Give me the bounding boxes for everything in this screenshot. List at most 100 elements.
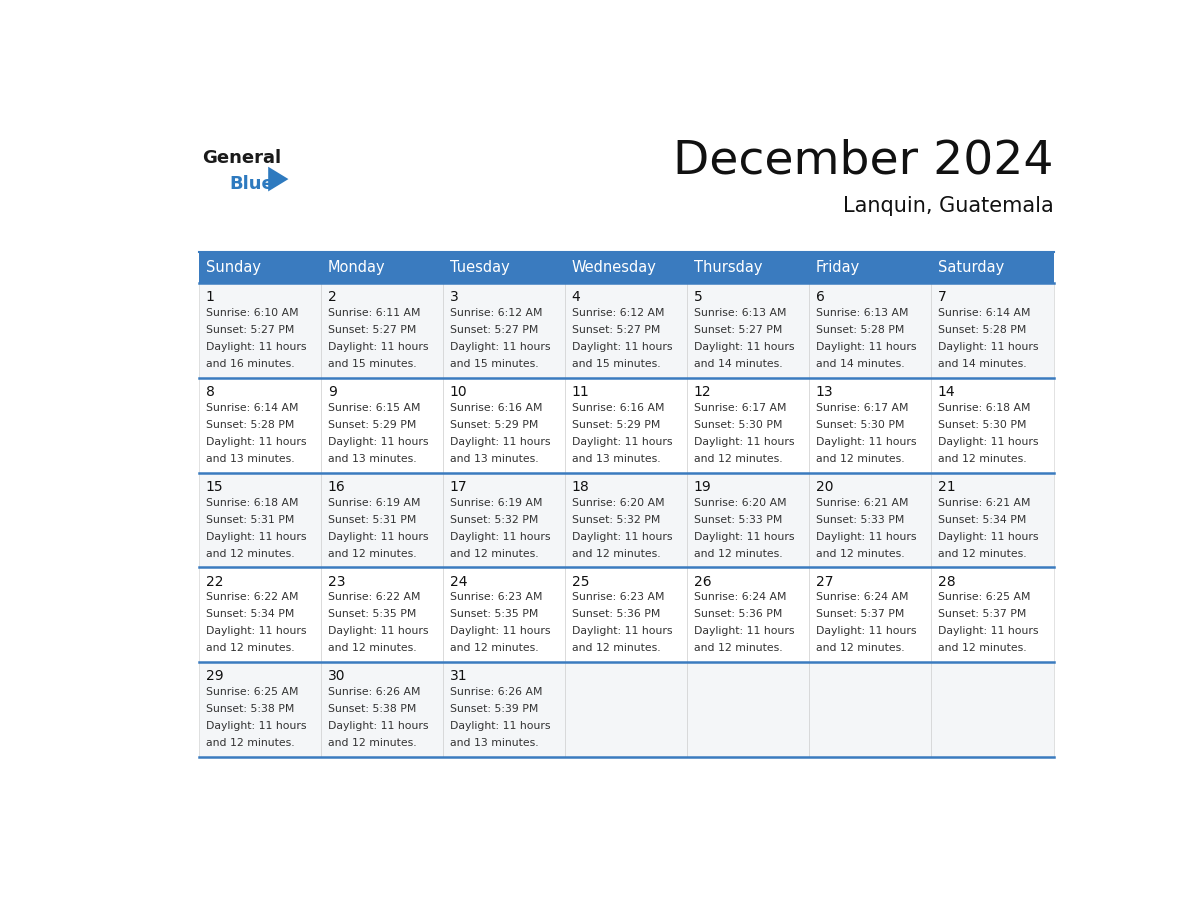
Text: Sunrise: 6:25 AM: Sunrise: 6:25 AM — [939, 592, 1030, 602]
Bar — [565, 252, 688, 284]
Text: 11: 11 — [571, 386, 589, 399]
Text: Sunrise: 6:17 AM: Sunrise: 6:17 AM — [816, 403, 909, 413]
Text: Daylight: 11 hours: Daylight: 11 hours — [571, 626, 672, 636]
Text: Daylight: 11 hours: Daylight: 11 hours — [571, 342, 672, 353]
Text: and 12 minutes.: and 12 minutes. — [694, 453, 783, 464]
Text: Sunrise: 6:20 AM: Sunrise: 6:20 AM — [571, 498, 664, 508]
Text: 25: 25 — [571, 575, 589, 588]
Text: Daylight: 11 hours: Daylight: 11 hours — [328, 342, 428, 353]
Text: and 12 minutes.: and 12 minutes. — [939, 644, 1026, 654]
Text: Sunset: 5:31 PM: Sunset: 5:31 PM — [206, 515, 293, 524]
Text: Sunrise: 6:16 AM: Sunrise: 6:16 AM — [450, 403, 542, 413]
Text: 30: 30 — [328, 669, 346, 683]
Text: and 14 minutes.: and 14 minutes. — [939, 359, 1026, 369]
Text: General: General — [202, 149, 282, 167]
Text: and 12 minutes.: and 12 minutes. — [450, 644, 538, 654]
Text: 18: 18 — [571, 480, 589, 494]
Bar — [200, 378, 321, 473]
Text: Tuesday: Tuesday — [450, 260, 510, 274]
Text: Sunset: 5:28 PM: Sunset: 5:28 PM — [816, 325, 904, 335]
Bar — [931, 473, 1054, 567]
Text: 26: 26 — [694, 575, 712, 588]
Text: and 12 minutes.: and 12 minutes. — [328, 738, 416, 748]
Text: Sunrise: 6:13 AM: Sunrise: 6:13 AM — [816, 308, 909, 319]
Text: Sunset: 5:30 PM: Sunset: 5:30 PM — [939, 420, 1026, 430]
Text: Blue: Blue — [229, 174, 274, 193]
Bar — [321, 473, 443, 567]
Text: Sunset: 5:38 PM: Sunset: 5:38 PM — [328, 704, 416, 714]
Text: Sunset: 5:29 PM: Sunset: 5:29 PM — [450, 420, 538, 430]
Text: 15: 15 — [206, 480, 223, 494]
Text: 21: 21 — [939, 480, 955, 494]
Text: Sunrise: 6:21 AM: Sunrise: 6:21 AM — [939, 498, 1030, 508]
Text: 5: 5 — [694, 290, 702, 305]
Text: Daylight: 11 hours: Daylight: 11 hours — [328, 532, 428, 542]
Text: Sunset: 5:37 PM: Sunset: 5:37 PM — [939, 610, 1026, 620]
Text: and 13 minutes.: and 13 minutes. — [450, 453, 538, 464]
Text: Sunset: 5:28 PM: Sunset: 5:28 PM — [939, 325, 1026, 335]
Text: Monday: Monday — [328, 260, 385, 274]
Text: Sunset: 5:34 PM: Sunset: 5:34 PM — [939, 515, 1026, 524]
Bar — [931, 252, 1054, 284]
Text: Sunrise: 6:19 AM: Sunrise: 6:19 AM — [328, 498, 421, 508]
Text: 9: 9 — [328, 386, 336, 399]
Text: 6: 6 — [816, 290, 824, 305]
Bar — [200, 473, 321, 567]
Text: Daylight: 11 hours: Daylight: 11 hours — [816, 532, 916, 542]
Text: Saturday: Saturday — [939, 260, 1004, 274]
Text: Daylight: 11 hours: Daylight: 11 hours — [450, 342, 550, 353]
Text: Sunrise: 6:17 AM: Sunrise: 6:17 AM — [694, 403, 786, 413]
Text: Daylight: 11 hours: Daylight: 11 hours — [571, 437, 672, 447]
Text: Sunrise: 6:26 AM: Sunrise: 6:26 AM — [450, 687, 542, 697]
Text: Daylight: 11 hours: Daylight: 11 hours — [816, 342, 916, 353]
Text: Sunset: 5:35 PM: Sunset: 5:35 PM — [450, 610, 538, 620]
Polygon shape — [268, 167, 289, 192]
Text: Sunset: 5:38 PM: Sunset: 5:38 PM — [206, 704, 293, 714]
Text: Daylight: 11 hours: Daylight: 11 hours — [939, 437, 1038, 447]
Bar — [809, 378, 931, 473]
Bar — [565, 378, 688, 473]
Text: Sunrise: 6:26 AM: Sunrise: 6:26 AM — [328, 687, 421, 697]
Text: and 12 minutes.: and 12 minutes. — [206, 549, 295, 558]
Bar — [321, 284, 443, 378]
Text: Daylight: 11 hours: Daylight: 11 hours — [694, 342, 795, 353]
Text: Sunday: Sunday — [206, 260, 260, 274]
Text: and 12 minutes.: and 12 minutes. — [571, 549, 661, 558]
Text: Daylight: 11 hours: Daylight: 11 hours — [939, 532, 1038, 542]
Bar — [931, 662, 1054, 757]
Text: Sunset: 5:39 PM: Sunset: 5:39 PM — [450, 704, 538, 714]
Text: Sunset: 5:32 PM: Sunset: 5:32 PM — [450, 515, 538, 524]
Text: and 12 minutes.: and 12 minutes. — [939, 549, 1026, 558]
Text: December 2024: December 2024 — [674, 139, 1054, 184]
Text: Sunset: 5:27 PM: Sunset: 5:27 PM — [206, 325, 293, 335]
Text: and 12 minutes.: and 12 minutes. — [206, 644, 295, 654]
Text: Sunset: 5:34 PM: Sunset: 5:34 PM — [206, 610, 293, 620]
Text: and 13 minutes.: and 13 minutes. — [328, 453, 416, 464]
Bar — [200, 252, 321, 284]
Text: Lanquin, Guatemala: Lanquin, Guatemala — [842, 196, 1054, 217]
Text: 29: 29 — [206, 669, 223, 683]
Text: and 12 minutes.: and 12 minutes. — [816, 644, 904, 654]
Text: Sunset: 5:30 PM: Sunset: 5:30 PM — [694, 420, 783, 430]
Text: Sunrise: 6:21 AM: Sunrise: 6:21 AM — [816, 498, 909, 508]
Text: and 12 minutes.: and 12 minutes. — [694, 549, 783, 558]
Bar — [809, 473, 931, 567]
Text: and 12 minutes.: and 12 minutes. — [450, 549, 538, 558]
Text: Sunset: 5:27 PM: Sunset: 5:27 PM — [694, 325, 782, 335]
Bar — [200, 567, 321, 662]
Bar — [688, 252, 809, 284]
Bar — [565, 662, 688, 757]
Text: Sunrise: 6:22 AM: Sunrise: 6:22 AM — [328, 592, 421, 602]
Text: Sunrise: 6:24 AM: Sunrise: 6:24 AM — [816, 592, 909, 602]
Text: and 12 minutes.: and 12 minutes. — [694, 644, 783, 654]
Text: Sunrise: 6:19 AM: Sunrise: 6:19 AM — [450, 498, 542, 508]
Text: Sunset: 5:29 PM: Sunset: 5:29 PM — [328, 420, 416, 430]
Text: Daylight: 11 hours: Daylight: 11 hours — [206, 342, 307, 353]
Text: Sunset: 5:28 PM: Sunset: 5:28 PM — [206, 420, 293, 430]
Bar — [931, 284, 1054, 378]
Text: Daylight: 11 hours: Daylight: 11 hours — [206, 437, 307, 447]
Text: Daylight: 11 hours: Daylight: 11 hours — [328, 721, 428, 731]
Text: and 15 minutes.: and 15 minutes. — [328, 359, 416, 369]
Text: Sunset: 5:27 PM: Sunset: 5:27 PM — [328, 325, 416, 335]
Text: 28: 28 — [939, 575, 955, 588]
